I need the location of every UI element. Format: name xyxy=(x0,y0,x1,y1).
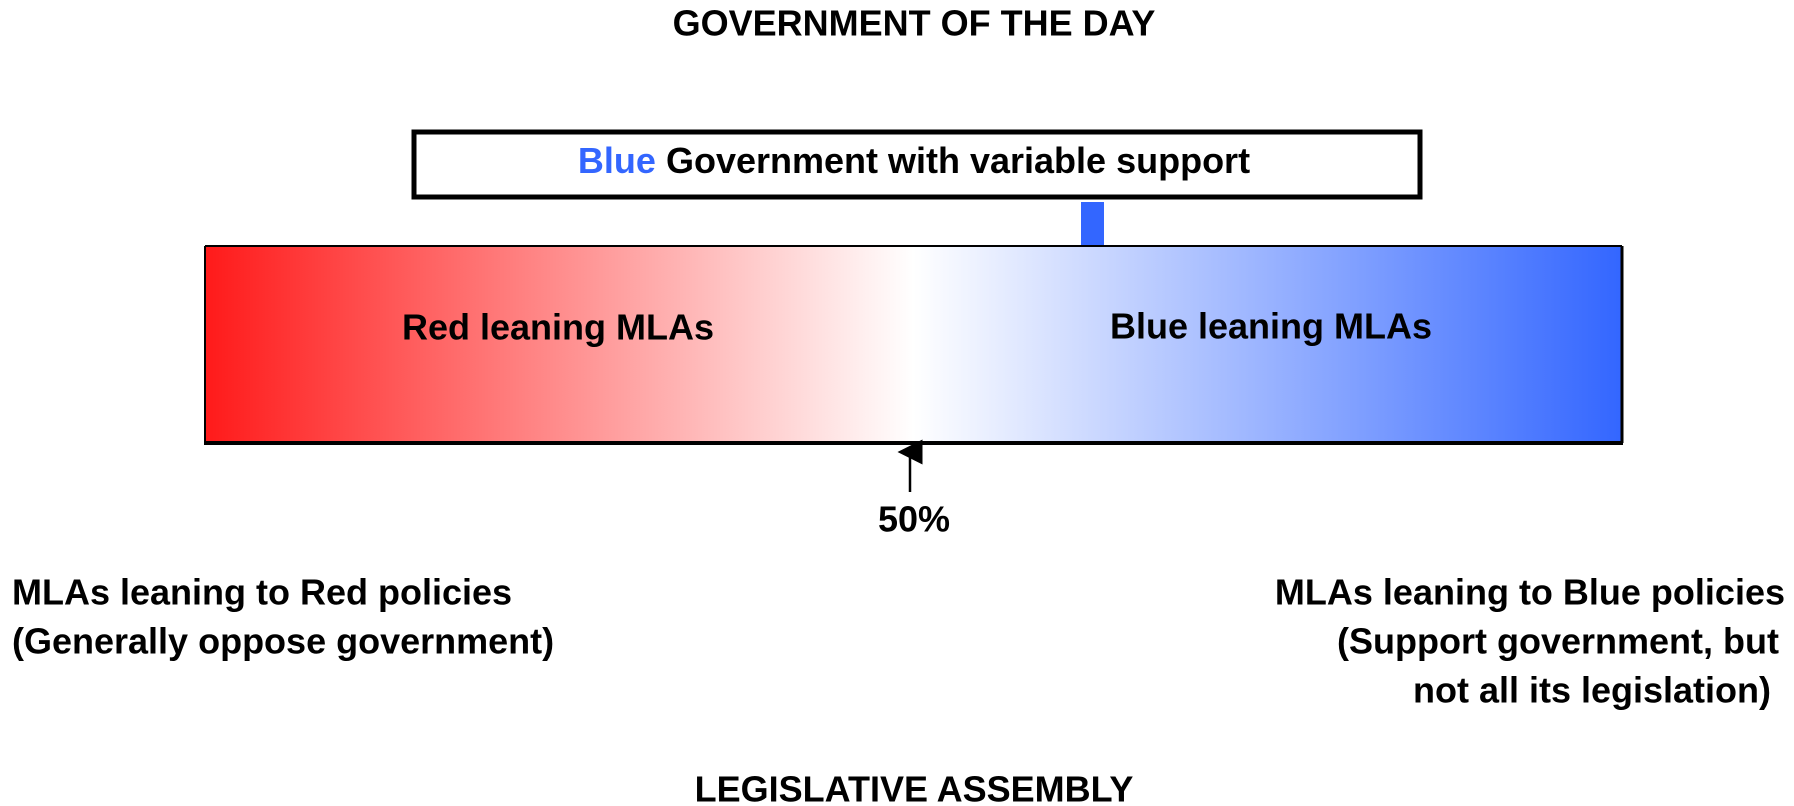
blue-label: Blue leaning MLAs xyxy=(1110,306,1432,347)
left-note-line: MLAs leaning to Red policies xyxy=(12,572,512,613)
midpoint-label: 50% xyxy=(878,499,950,540)
government-box xyxy=(411,129,1423,200)
government-label: Blue Government with variable support xyxy=(578,140,1250,181)
right-note-line: not all its legislation) xyxy=(1413,670,1771,711)
party-name: Blue xyxy=(578,140,656,181)
red-label: Red leaning MLAs xyxy=(402,307,714,348)
right-note-line: (Support government, but xyxy=(1337,621,1779,662)
footer-title: LEGISLATIVE ASSEMBLY xyxy=(695,769,1134,806)
assembly-bar xyxy=(205,246,1622,443)
title: GOVERNMENT OF THE DAY xyxy=(673,3,1156,44)
right-note-line: MLAs leaning to Blue policies xyxy=(1275,572,1785,613)
left-note-line: (Generally oppose government) xyxy=(12,621,554,662)
government-text: Government with variable support xyxy=(666,140,1250,181)
support-link xyxy=(1081,202,1104,246)
